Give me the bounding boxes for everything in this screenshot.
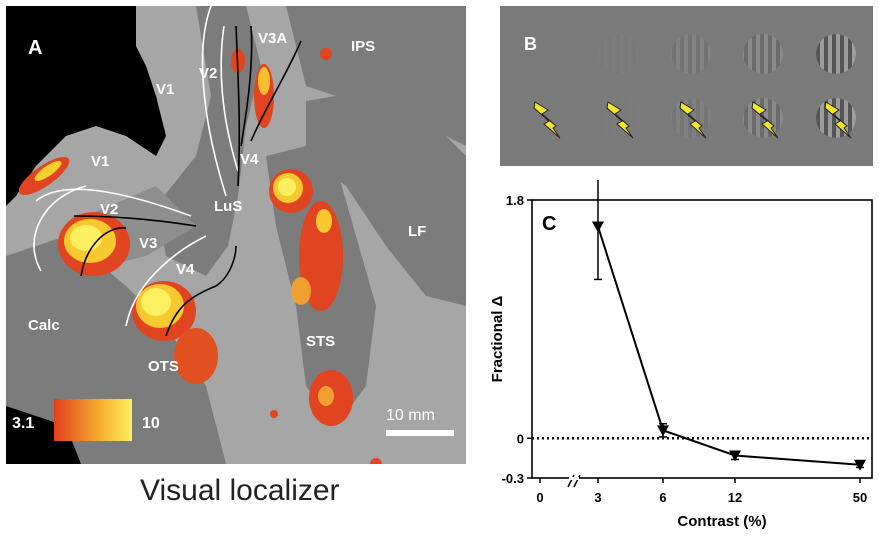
colorbar-max-label: 10	[142, 415, 160, 432]
lightning-icon	[606, 101, 634, 139]
lightning-icon	[533, 101, 561, 139]
scale-bar-label: 10 mm	[386, 407, 435, 424]
region-label-calc: Calc	[28, 317, 60, 334]
data-point	[592, 221, 604, 233]
region-label-v4-ventral: V4	[176, 261, 195, 278]
y-tick-label: 0	[517, 431, 524, 446]
stimulus-panel: B	[500, 6, 873, 166]
stimulation-icons	[533, 101, 852, 139]
axis-break	[573, 474, 581, 488]
grating-3	[598, 34, 638, 74]
region-label-v3: V3	[139, 235, 157, 252]
grating-6	[671, 34, 711, 74]
y-tick-label: -0.3	[502, 471, 524, 486]
x-tick-label: 12	[728, 490, 742, 505]
region-label-ots: OTS	[148, 358, 179, 375]
panel-b-label: B	[524, 34, 537, 54]
region-label-v4-dorsal: V4	[240, 151, 259, 168]
axis-break	[567, 474, 575, 488]
colorbar	[54, 399, 132, 441]
series-line	[597, 226, 861, 466]
region-label-ips: IPS	[351, 38, 375, 55]
data-point	[657, 425, 669, 437]
axis-break-gap	[569, 477, 579, 480]
x-tick-label: 6	[659, 490, 666, 505]
grating-50	[816, 34, 856, 74]
y-tick-label: 1.8	[506, 193, 524, 208]
plot-frame	[531, 199, 873, 479]
grating-12	[743, 34, 783, 74]
x-axis-label: Contrast (%)	[677, 513, 766, 530]
lightning-icon	[751, 101, 779, 139]
figure-caption: Visual localizer	[140, 474, 340, 507]
contrast-response-chart: C 1.8 0 -0.3 0 3 6 12 50 Contrast (%) Fractional Δ	[489, 180, 873, 530]
region-label-v2: V2	[199, 65, 217, 82]
scale-bar	[386, 430, 454, 436]
data-point	[854, 459, 866, 471]
data-point	[729, 450, 741, 462]
lightning-icon	[824, 101, 852, 139]
region-label-v3a: V3A	[258, 30, 287, 47]
x-tick-label: 50	[853, 490, 867, 505]
panel-a-label: A	[28, 37, 42, 59]
region-label-v1: V1	[156, 81, 174, 98]
panel-c-label: C	[542, 213, 556, 235]
region-label-lf: LF	[408, 223, 426, 240]
cortex-flatmap: V1 V2 V3A IPS V1 V4 V1 V2 LuS LF V3 V4 C…	[6, 6, 466, 464]
activation-blobs	[18, 48, 382, 464]
x-tick-label: 3	[594, 490, 601, 505]
x-tick-label: 0	[536, 490, 543, 505]
colorbar-min-label: 3.1	[12, 415, 34, 432]
region-label-lus: LuS	[214, 198, 242, 215]
region-label-sts: STS	[306, 333, 335, 350]
area-boundaries	[33, 6, 302, 337]
region-label-v2-lower: V2	[100, 201, 118, 218]
lightning-icon	[679, 101, 707, 139]
region-label-v1-lower: V1	[91, 153, 109, 170]
y-axis-label: Fractional Δ	[489, 295, 506, 382]
